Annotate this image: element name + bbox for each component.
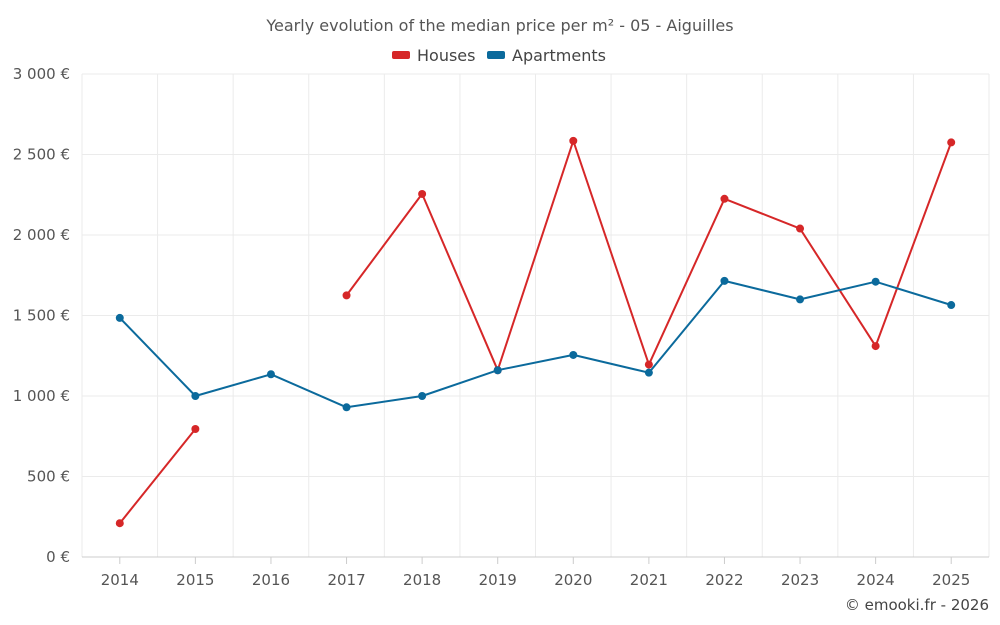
legend-label-houses: Houses <box>417 46 475 65</box>
data-point-apartments[interactable] <box>796 295 805 304</box>
data-point-apartments[interactable] <box>342 403 351 412</box>
data-point-apartments[interactable] <box>871 277 880 286</box>
data-point-apartments[interactable] <box>115 313 124 322</box>
data-point-houses[interactable] <box>115 519 124 528</box>
data-point-houses[interactable] <box>569 136 578 145</box>
series-apartments <box>115 276 956 412</box>
y-tick-label: 500 € <box>27 468 70 486</box>
data-point-houses[interactable] <box>947 138 956 147</box>
x-tick-label: 2020 <box>554 571 592 589</box>
x-tick-label: 2019 <box>479 571 517 589</box>
data-point-apartments[interactable] <box>569 350 578 359</box>
data-point-houses[interactable] <box>720 194 729 203</box>
y-tick-label: 1 500 € <box>13 307 70 325</box>
data-point-houses[interactable] <box>871 342 880 351</box>
x-tick-label: 2022 <box>705 571 743 589</box>
data-point-houses[interactable] <box>342 291 351 300</box>
data-point-houses[interactable] <box>644 360 653 369</box>
data-point-apartments[interactable] <box>191 392 200 400</box>
series-line-houses <box>345 139 953 372</box>
y-tick-label: 2 500 € <box>13 146 70 164</box>
legend: Houses Apartments <box>392 46 606 65</box>
series <box>115 136 956 528</box>
data-point-apartments[interactable] <box>947 301 956 310</box>
x-tick-label: 2017 <box>327 571 365 589</box>
axes: 0 € 500 € 1 000 € 1 500 € 2 000 € 2 500 € 3 00… <box>13 65 989 589</box>
y-tick-label: 2 000 € <box>13 226 70 244</box>
series-line-houses <box>119 428 197 524</box>
data-point-apartments[interactable] <box>493 366 502 375</box>
grid <box>81 73 990 557</box>
series-houses <box>115 136 956 528</box>
y-tick-label: 0 € <box>46 548 70 566</box>
x-tick-label: 2016 <box>252 571 290 589</box>
x-tick-label: 2021 <box>630 571 668 589</box>
chart-title: Yearly evolution of the median price per… <box>265 16 733 35</box>
data-point-apartments[interactable] <box>418 392 427 400</box>
x-tick-label: 2024 <box>857 571 895 589</box>
data-point-houses[interactable] <box>418 189 427 198</box>
x-tick-label: 2023 <box>781 571 819 589</box>
legend-label-apartments: Apartments <box>512 46 606 65</box>
x-tick-label: 2014 <box>101 571 139 589</box>
y-tick-label: 1 000 € <box>13 387 70 405</box>
data-point-apartments[interactable] <box>720 276 729 285</box>
data-point-apartments[interactable] <box>266 370 275 379</box>
data-point-apartments[interactable] <box>644 368 653 377</box>
legend-swatch-houses <box>392 51 410 59</box>
credit-text: © emooki.fr - 2026 <box>845 596 989 614</box>
series-line-apartments <box>119 279 952 409</box>
x-tick-label: 2025 <box>932 571 970 589</box>
data-point-houses[interactable] <box>796 224 805 233</box>
x-tick-label: 2018 <box>403 571 441 589</box>
legend-swatch-apartments <box>487 51 505 59</box>
y-tick-label: 3 000 € <box>13 65 70 83</box>
data-point-houses[interactable] <box>191 425 200 434</box>
x-tick-label: 2015 <box>176 571 214 589</box>
